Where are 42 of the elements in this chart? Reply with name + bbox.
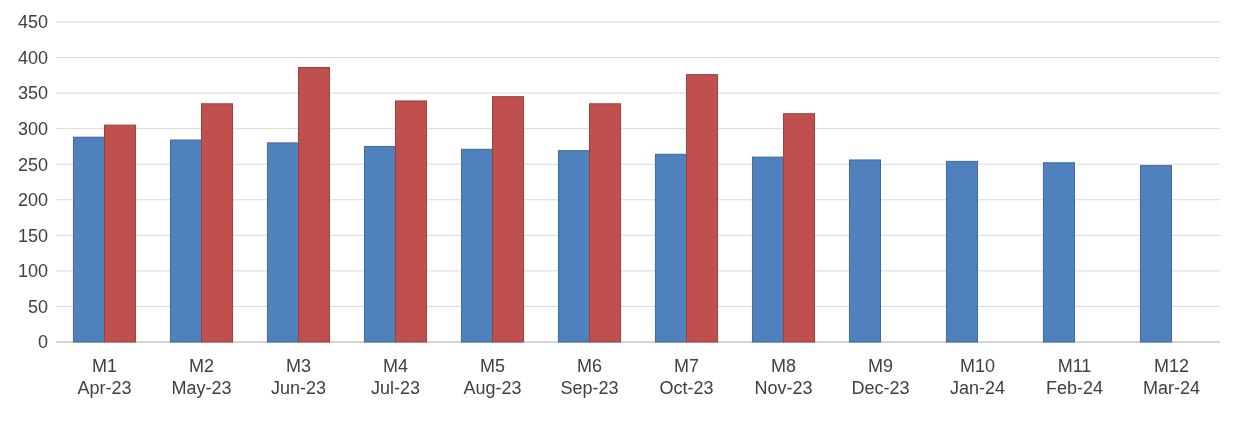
bar — [1042, 162, 1075, 343]
bar — [72, 136, 105, 343]
y-tick-label: 100 — [17, 261, 48, 282]
x-tick-label: M4 Jul-23 — [370, 356, 421, 398]
x-tick-label: M9 Dec-23 — [851, 356, 910, 398]
y-tick-label: 0 — [37, 332, 48, 353]
bar — [686, 74, 719, 343]
bar — [460, 148, 493, 343]
bar — [945, 160, 978, 343]
x-tick-label: M3 Jun-23 — [270, 356, 327, 398]
y-tick-label: 350 — [17, 83, 48, 104]
y-tick-label: 300 — [17, 118, 48, 139]
bar — [363, 145, 396, 343]
y-tick-label: 200 — [17, 190, 48, 211]
y-tick-label: 450 — [17, 12, 48, 33]
bar — [201, 103, 234, 343]
y-tick-label: 150 — [17, 225, 48, 246]
bar — [589, 103, 622, 343]
bar — [1139, 165, 1172, 343]
x-tick-label: M11 Feb-24 — [1045, 356, 1104, 398]
x-tick-label: M10 Jan-24 — [949, 356, 1006, 398]
bar — [395, 100, 428, 343]
y-tick-label: 400 — [17, 47, 48, 68]
bar — [783, 113, 816, 343]
y-tick-label: 250 — [17, 154, 48, 175]
bar — [169, 139, 202, 343]
x-tick-label: M8 Nov-23 — [754, 356, 813, 398]
bar — [104, 124, 137, 343]
x-tick-label: M7 Oct-23 — [659, 356, 714, 398]
bar — [266, 142, 299, 343]
bar — [298, 67, 331, 343]
y-tick-label: 50 — [27, 296, 48, 317]
bar — [492, 96, 525, 343]
bar — [654, 153, 687, 343]
x-tick-label: M1 Apr-23 — [77, 356, 132, 398]
x-tick-label: M6 Sep-23 — [560, 356, 619, 398]
x-tick-label: M12 Mar-24 — [1142, 356, 1201, 398]
bar — [557, 150, 590, 343]
bar — [848, 159, 881, 343]
bar — [751, 156, 784, 343]
x-tick-label: M2 May-23 — [171, 356, 232, 398]
x-tick-label: M5 Aug-23 — [463, 356, 522, 398]
